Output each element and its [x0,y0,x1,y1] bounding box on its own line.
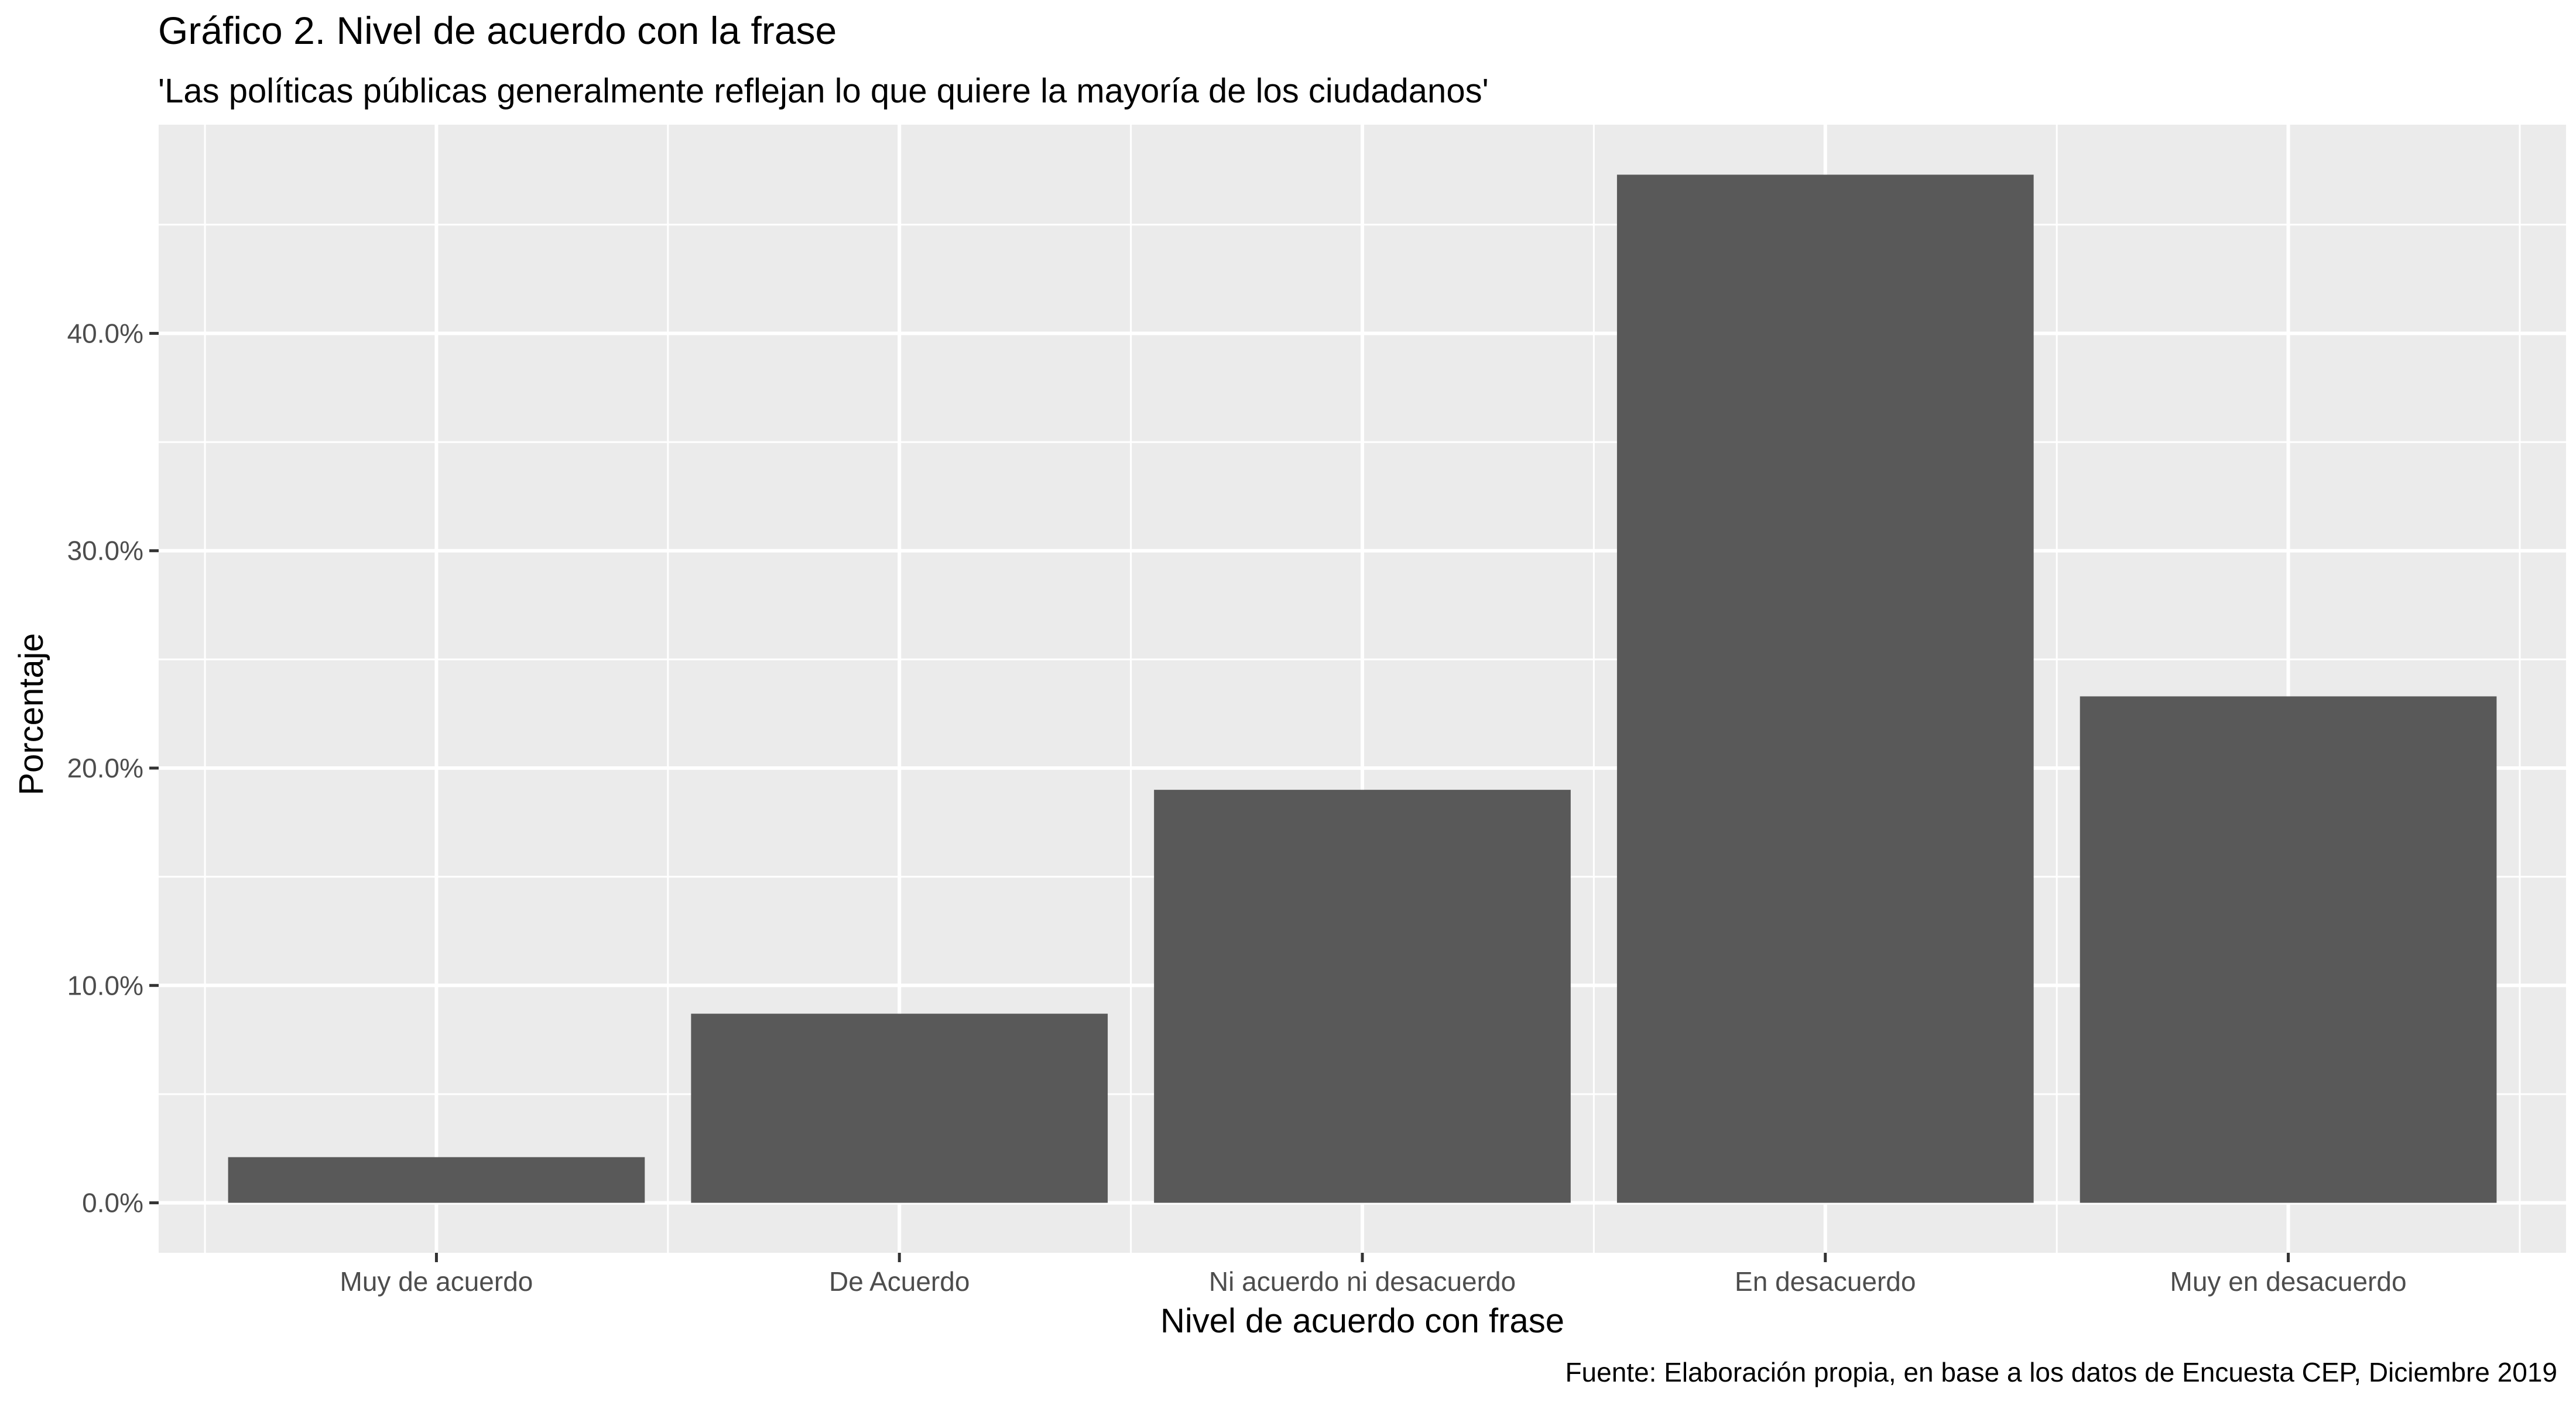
bar [691,1013,1108,1203]
y-tick-label: 10.0% [67,970,143,1000]
chart-subtitle: 'Las políticas públicas generalmente ref… [158,72,1489,110]
x-tick-label: Muy en desacuerdo [2170,1266,2407,1297]
y-tick-label: 20.0% [67,753,143,783]
bar [228,1157,645,1203]
x-tick-label: De Acuerdo [829,1266,970,1297]
x-axis-title: Nivel de acuerdo con frase [1160,1302,1564,1340]
x-tick-label: Ni acuerdo ni desacuerdo [1209,1266,1516,1297]
bars [228,174,2497,1203]
y-tick-label: 0.0% [82,1188,143,1218]
x-tick-label: Muy de acuerdo [340,1266,533,1297]
bar [2080,696,2497,1203]
y-tick-label: 30.0% [67,536,143,566]
x-tick-label: En desacuerdo [1735,1266,1916,1297]
y-axis-title: Porcentaje [12,633,50,795]
axes: 0.0% 10.0% 20.0% 30.0% 40.0% Muy de acuerdo De… [67,318,2407,1297]
y-tick-label: 40.0% [67,318,143,348]
bar [1154,790,1571,1203]
chart-title: Gráfico 2. Nivel de acuerdo con la frase [158,9,837,52]
chart-caption: Fuente: Elaboración propia, en base a lo… [1565,1357,2557,1387]
bar [1616,174,2034,1203]
